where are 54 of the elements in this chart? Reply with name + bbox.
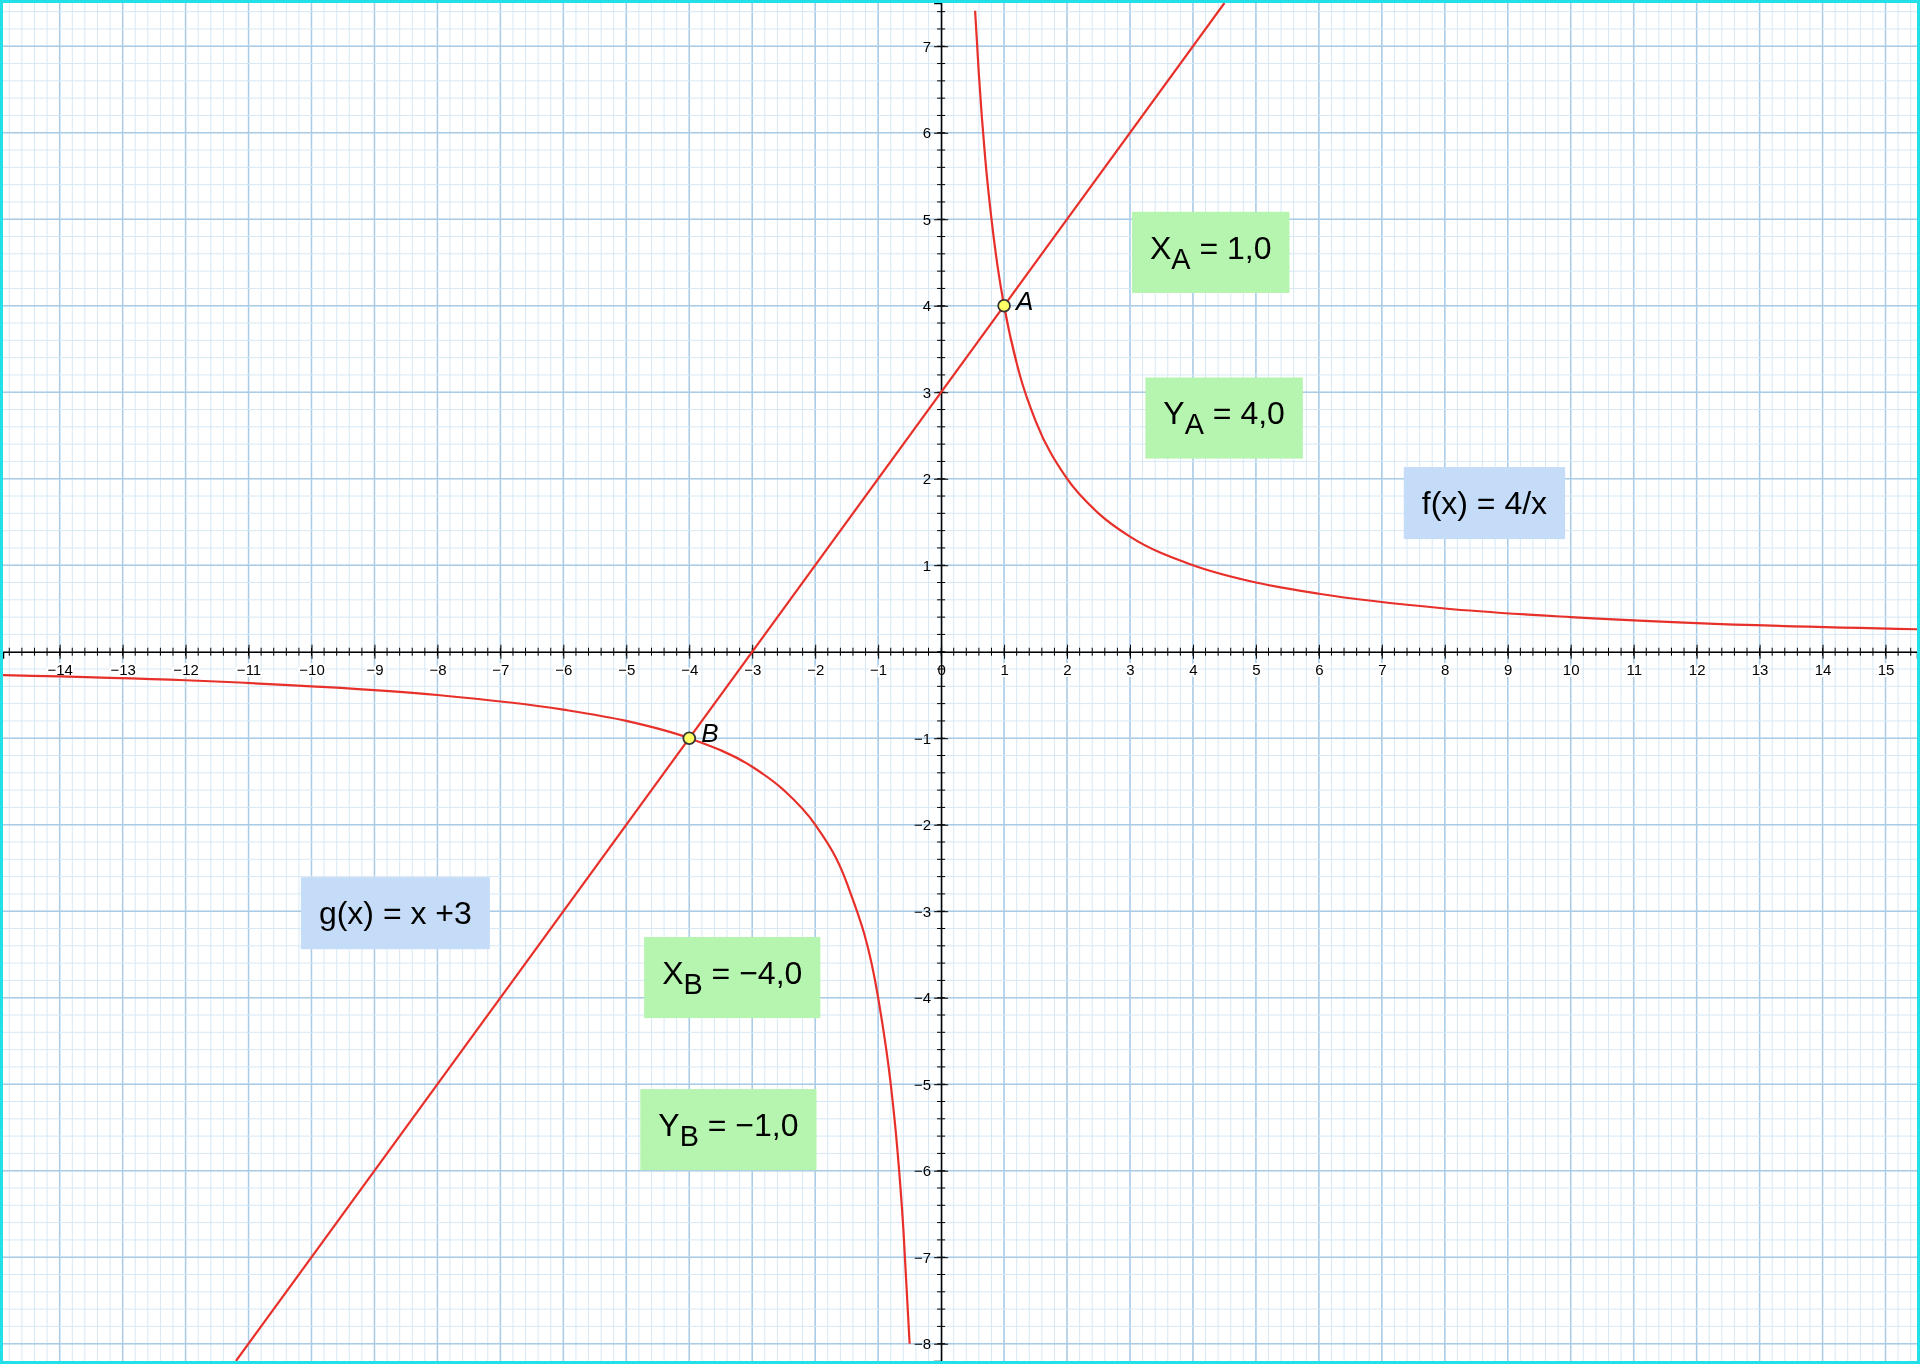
y-tick-label: −7 — [914, 1248, 932, 1266]
x-tick-label: −12 — [173, 661, 199, 679]
x-tick-label: −3 — [744, 661, 762, 679]
annotation: Y$_{B}$ = −1,0 — [658, 1107, 799, 1153]
x-tick-label: −4 — [681, 661, 699, 679]
x-tick-label: 13 — [1751, 661, 1769, 679]
x-tick-label: 1 — [1000, 661, 1009, 679]
y-tick-label: −5 — [914, 1075, 932, 1093]
y-tick-label: 5 — [922, 210, 932, 228]
y-tick-label: −8 — [914, 1335, 932, 1352]
x-tick-label: −9 — [366, 661, 384, 679]
y-tick-label: 1 — [922, 556, 932, 574]
x-tick-label: 11 — [1626, 661, 1642, 679]
x-tick-label: −2 — [807, 661, 825, 679]
line-series — [3, 673, 911, 1345]
annotation: A — [1014, 285, 1034, 316]
y-tick-label: 7 — [922, 37, 932, 55]
line-series — [974, 9, 1917, 631]
x-tick-label: 8 — [1441, 661, 1450, 679]
x-tick-label: −5 — [618, 661, 636, 679]
x-tick-label: −6 — [555, 661, 573, 679]
annotation: X$_{A}$ = 1,0 — [1149, 229, 1272, 275]
x-tick-label: −1 — [870, 661, 888, 679]
x-tick-label: 6 — [1315, 661, 1324, 679]
y-tick-label: 2 — [922, 470, 932, 488]
annotation: g(x) = x +3 — [318, 895, 472, 932]
x-tick-label: 3 — [1126, 661, 1135, 679]
x-tick-label: 10 — [1562, 661, 1580, 679]
annotation: X$_{B}$ = −4,0 — [662, 954, 803, 1001]
x-tick-label: 15 — [1877, 661, 1895, 679]
x-tick-label: 9 — [1504, 661, 1513, 679]
x-tick-label: −8 — [429, 661, 447, 679]
x-tick-label: 5 — [1252, 661, 1261, 679]
y-tick-label: −2 — [914, 816, 932, 834]
x-tick-label: 4 — [1189, 661, 1198, 679]
annotation: f(x) = 4/x — [1421, 485, 1548, 522]
x-tick-label: 12 — [1688, 661, 1706, 679]
y-tick-label: −3 — [914, 902, 932, 920]
annotation: Y$_{A}$ = 4,0 — [1163, 395, 1285, 441]
annotation: B — [701, 718, 719, 749]
x-tick-label: −13 — [110, 661, 136, 679]
x-tick-label: 7 — [1378, 661, 1387, 679]
x-tick-label: −7 — [492, 661, 510, 679]
x-tick-label: 2 — [1063, 661, 1072, 679]
y-tick-label: 6 — [922, 124, 932, 142]
x-tick-label: −14 — [47, 661, 73, 679]
x-tick-label: 14 — [1814, 661, 1832, 679]
y-tick-label: −6 — [914, 1162, 932, 1180]
y-tick-label: 3 — [922, 383, 932, 401]
x-tick-label: −10 — [299, 661, 325, 679]
y-tick-label: −1 — [914, 729, 932, 747]
x-tick-label: −11 — [236, 661, 262, 679]
y-tick-label: −4 — [914, 989, 932, 1007]
y-tick-label: 4 — [922, 297, 932, 315]
